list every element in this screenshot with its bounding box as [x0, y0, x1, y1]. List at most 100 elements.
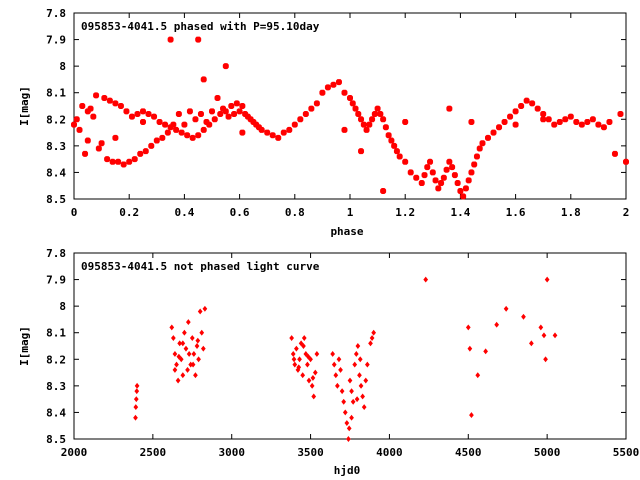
- data-point: [178, 129, 185, 136]
- data-point: [449, 164, 456, 171]
- y-tick-label: 8.1: [46, 327, 66, 340]
- data-point: [518, 102, 525, 110]
- data-point: [457, 188, 464, 195]
- data-point: [192, 116, 199, 123]
- data-point: [496, 124, 503, 131]
- data-point: [339, 388, 345, 395]
- data-point: [297, 116, 304, 123]
- data-point: [117, 102, 124, 110]
- data-point: [446, 105, 453, 112]
- x-axis-label: phase: [330, 225, 363, 238]
- data-point: [172, 351, 178, 357]
- data-point: [352, 361, 358, 368]
- data-point: [355, 343, 361, 349]
- data-point: [358, 116, 365, 123]
- data-point: [173, 126, 180, 133]
- data-point: [358, 148, 365, 155]
- data-point: [244, 113, 251, 120]
- y-axis-label: I[mag]: [18, 86, 31, 126]
- data-point: [544, 276, 550, 283]
- data-point: [90, 113, 97, 120]
- data-point: [180, 340, 186, 347]
- data-point: [355, 110, 362, 117]
- data-point: [311, 393, 317, 400]
- data-point: [358, 382, 364, 389]
- data-point: [199, 329, 205, 336]
- chart-title: 095853-4041.5 phased with P=95.10day: [81, 20, 320, 33]
- data-point: [313, 100, 320, 107]
- data-point: [349, 100, 356, 107]
- data-point: [471, 161, 478, 168]
- data-point: [184, 132, 191, 139]
- data-point: [185, 319, 191, 326]
- data-point: [222, 63, 229, 70]
- data-point: [468, 118, 475, 125]
- data-point: [330, 81, 337, 88]
- data-point: [584, 118, 591, 125]
- data-point: [84, 137, 91, 144]
- data-point: [475, 372, 481, 379]
- data-point: [139, 118, 147, 125]
- data-point: [534, 105, 541, 112]
- data-point: [476, 145, 483, 152]
- data-point: [369, 335, 375, 341]
- data-points: [70, 36, 630, 200]
- data-point: [291, 121, 298, 128]
- data-point: [228, 102, 235, 110]
- phased-light-curve-panel: 095853-4041.5 phased with P=95.10day pha…: [18, 7, 629, 238]
- x-tick-label: 1: [347, 206, 354, 219]
- data-point: [181, 121, 188, 128]
- data-point: [429, 169, 436, 176]
- data-point: [101, 95, 108, 102]
- data-point: [440, 174, 447, 181]
- data-point: [353, 351, 359, 357]
- data-point: [294, 345, 299, 352]
- data-point: [197, 308, 203, 315]
- data-point: [291, 356, 297, 363]
- data-point: [460, 193, 467, 200]
- x-tick-label: 2: [623, 206, 630, 219]
- data-point: [185, 366, 190, 373]
- data-point: [280, 129, 287, 136]
- data-point: [189, 335, 195, 341]
- data-point: [156, 118, 163, 125]
- data-point: [194, 343, 200, 349]
- data-point: [617, 110, 624, 117]
- data-point: [203, 118, 210, 125]
- data-point: [217, 110, 224, 117]
- data-point: [148, 142, 155, 149]
- data-point: [465, 324, 471, 331]
- data-point: [483, 348, 488, 355]
- data-point: [139, 108, 147, 115]
- data-point: [512, 108, 519, 115]
- data-point: [264, 129, 271, 136]
- data-point: [490, 129, 497, 136]
- data-point: [361, 404, 367, 411]
- data-point: [70, 121, 78, 128]
- data-point: [402, 158, 409, 165]
- data-point: [126, 158, 133, 165]
- data-point: [112, 134, 119, 141]
- data-point: [239, 129, 246, 136]
- data-point: [562, 116, 569, 123]
- data-point: [302, 110, 309, 117]
- data-point: [112, 100, 119, 107]
- x-tick-label: 0.8: [285, 206, 305, 219]
- data-point: [305, 353, 311, 360]
- data-point: [465, 177, 472, 184]
- data-point: [357, 372, 362, 379]
- data-point: [242, 110, 249, 117]
- y-tick-label: 8.5: [46, 193, 66, 206]
- data-point: [183, 345, 189, 352]
- data-point: [162, 121, 169, 128]
- data-point: [250, 118, 257, 125]
- data-point: [503, 305, 509, 312]
- data-point: [360, 121, 367, 128]
- data-point: [225, 113, 232, 120]
- x-tick-label: 3000: [218, 446, 245, 459]
- data-point: [202, 305, 208, 312]
- data-point: [324, 84, 331, 91]
- data-point: [382, 124, 389, 131]
- data-point: [222, 108, 229, 115]
